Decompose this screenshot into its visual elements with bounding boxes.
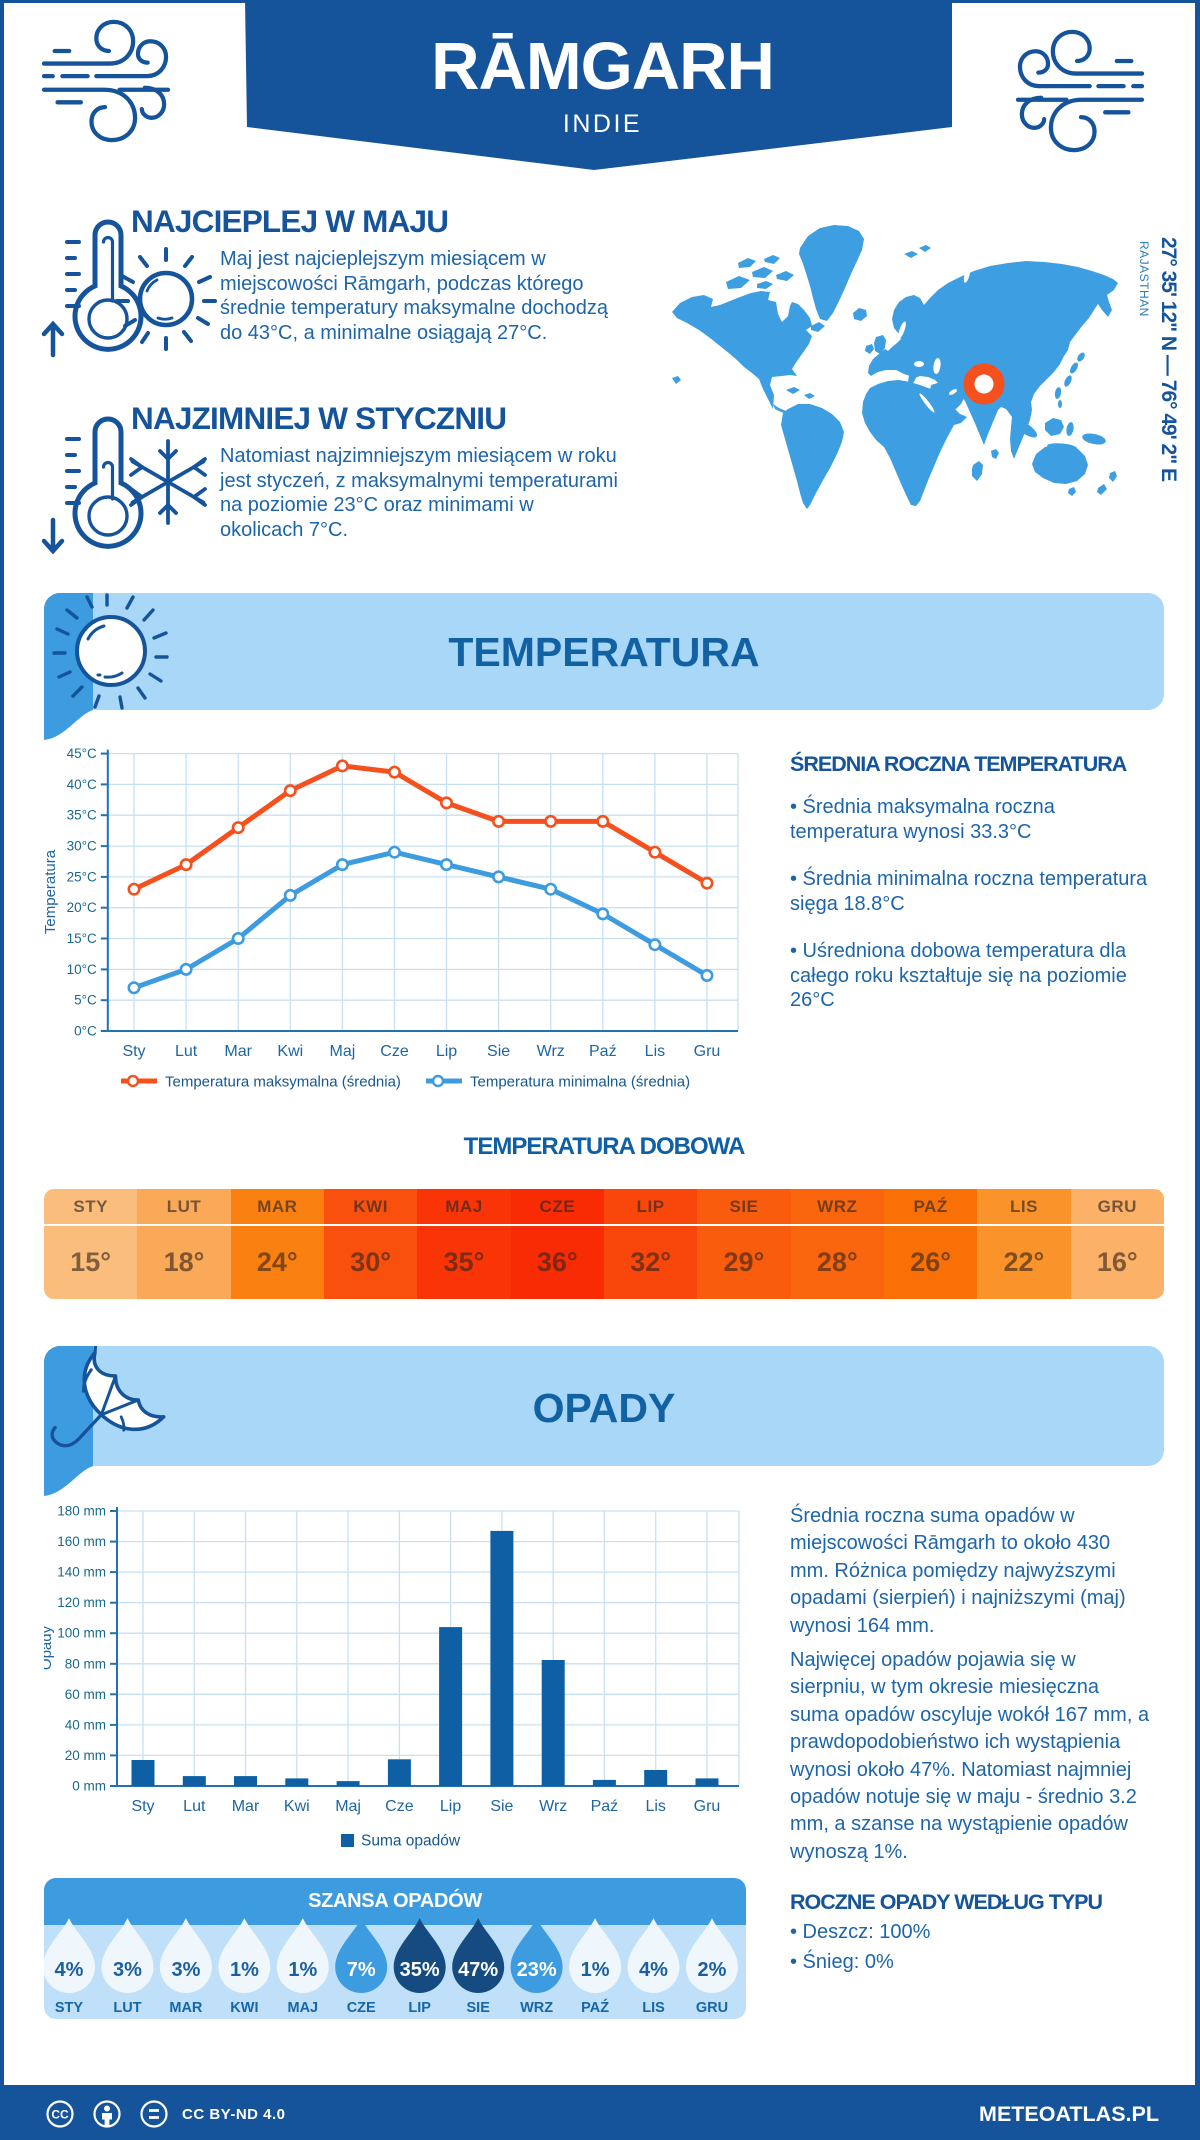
svg-text:Sty: Sty xyxy=(122,1043,145,1060)
svg-text:WRZ: WRZ xyxy=(520,2000,553,2016)
svg-text:Kwi: Kwi xyxy=(284,1798,310,1815)
svg-text:Gru: Gru xyxy=(694,1043,721,1060)
svg-text:7%: 7% xyxy=(347,1959,376,1981)
svg-text:140 mm: 140 mm xyxy=(57,1565,106,1580)
svg-text:Lip: Lip xyxy=(440,1798,461,1815)
svg-text:Kwi: Kwi xyxy=(277,1043,303,1060)
svg-text:Opady: Opady xyxy=(44,1625,55,1670)
svg-text:35°C: 35°C xyxy=(67,808,97,823)
svg-text:Lis: Lis xyxy=(645,1798,665,1815)
svg-text:Cze: Cze xyxy=(380,1043,409,1060)
svg-text:40 mm: 40 mm xyxy=(65,1717,106,1732)
svg-text:TEMPERATURA: TEMPERATURA xyxy=(448,629,759,675)
svg-text:47%: 47% xyxy=(458,1959,498,1981)
svg-text:60 mm: 60 mm xyxy=(65,1687,106,1702)
svg-text:1%: 1% xyxy=(581,1959,610,1981)
svg-text:180 mm: 180 mm xyxy=(57,1504,106,1519)
svg-text:CC BY-ND 4.0: CC BY-ND 4.0 xyxy=(182,2106,286,2123)
svg-text:PAŹ: PAŹ xyxy=(581,1999,609,2016)
svg-text:CC: CC xyxy=(51,2108,69,2122)
svg-text:1%: 1% xyxy=(288,1959,317,1981)
svg-text:120 mm: 120 mm xyxy=(57,1595,106,1610)
svg-text:35%: 35% xyxy=(400,1959,440,1981)
svg-text:Wrz: Wrz xyxy=(537,1043,565,1060)
svg-text:40°C: 40°C xyxy=(67,777,97,792)
svg-text:LIP: LIP xyxy=(408,2000,431,2016)
svg-text:KWI: KWI xyxy=(230,2000,258,2016)
svg-text:23%: 23% xyxy=(517,1959,557,1981)
svg-text:160 mm: 160 mm xyxy=(57,1534,106,1549)
svg-text:Sie: Sie xyxy=(487,1043,510,1060)
svg-text:LIS: LIS xyxy=(642,2000,665,2016)
svg-text:Gru: Gru xyxy=(694,1798,721,1815)
svg-text:2%: 2% xyxy=(698,1959,727,1981)
svg-text:25°C: 25°C xyxy=(67,869,97,884)
svg-text:Mar: Mar xyxy=(232,1798,260,1815)
svg-text:1%: 1% xyxy=(230,1959,259,1981)
svg-text:MAJ: MAJ xyxy=(287,2000,318,2016)
svg-text:Temperatura minimalna (średnia: Temperatura minimalna (średnia) xyxy=(470,1074,690,1091)
svg-text:Paź: Paź xyxy=(591,1798,619,1815)
svg-text:80 mm: 80 mm xyxy=(65,1656,106,1671)
svg-text:Mar: Mar xyxy=(224,1043,252,1060)
svg-text:OPADY: OPADY xyxy=(533,1385,676,1431)
svg-text:Sty: Sty xyxy=(131,1798,154,1815)
svg-text:Temperatura: Temperatura xyxy=(44,849,59,934)
svg-text:10°C: 10°C xyxy=(67,962,97,977)
svg-text:Maj: Maj xyxy=(335,1798,361,1815)
svg-text:Cze: Cze xyxy=(385,1798,414,1815)
svg-text:MAR: MAR xyxy=(169,2000,203,2016)
svg-text:Lut: Lut xyxy=(183,1798,206,1815)
svg-text:15°C: 15°C xyxy=(67,931,97,946)
svg-text:0 mm: 0 mm xyxy=(72,1779,106,1794)
svg-text:STY: STY xyxy=(55,2000,84,2016)
svg-text:3%: 3% xyxy=(171,1959,200,1981)
svg-text:20°C: 20°C xyxy=(67,900,97,915)
svg-text:GRU: GRU xyxy=(696,2000,728,2016)
svg-text:Wrz: Wrz xyxy=(539,1798,567,1815)
svg-text:4%: 4% xyxy=(55,1959,84,1981)
svg-text:Lip: Lip xyxy=(436,1043,457,1060)
svg-text:Lis: Lis xyxy=(645,1043,665,1060)
svg-text:Temperatura maksymalna (średni: Temperatura maksymalna (średnia) xyxy=(165,1074,401,1091)
svg-text:LUT: LUT xyxy=(113,2000,141,2016)
svg-text:Lut: Lut xyxy=(175,1043,198,1060)
svg-text:45°C: 45°C xyxy=(67,746,97,761)
svg-text:SIE: SIE xyxy=(467,2000,491,2016)
svg-text:Paź: Paź xyxy=(589,1043,617,1060)
svg-text:3%: 3% xyxy=(113,1959,142,1981)
svg-text:4%: 4% xyxy=(639,1959,668,1981)
svg-text:CZE: CZE xyxy=(347,2000,376,2016)
svg-text:0°C: 0°C xyxy=(74,1024,97,1039)
svg-text:30°C: 30°C xyxy=(67,839,97,854)
svg-text:20 mm: 20 mm xyxy=(65,1748,106,1763)
svg-text:5°C: 5°C xyxy=(74,993,97,1008)
svg-text:Suma opadów: Suma opadów xyxy=(361,1833,461,1850)
svg-text:Maj: Maj xyxy=(330,1043,356,1060)
svg-text:Sie: Sie xyxy=(490,1798,513,1815)
svg-text:100 mm: 100 mm xyxy=(57,1626,106,1641)
